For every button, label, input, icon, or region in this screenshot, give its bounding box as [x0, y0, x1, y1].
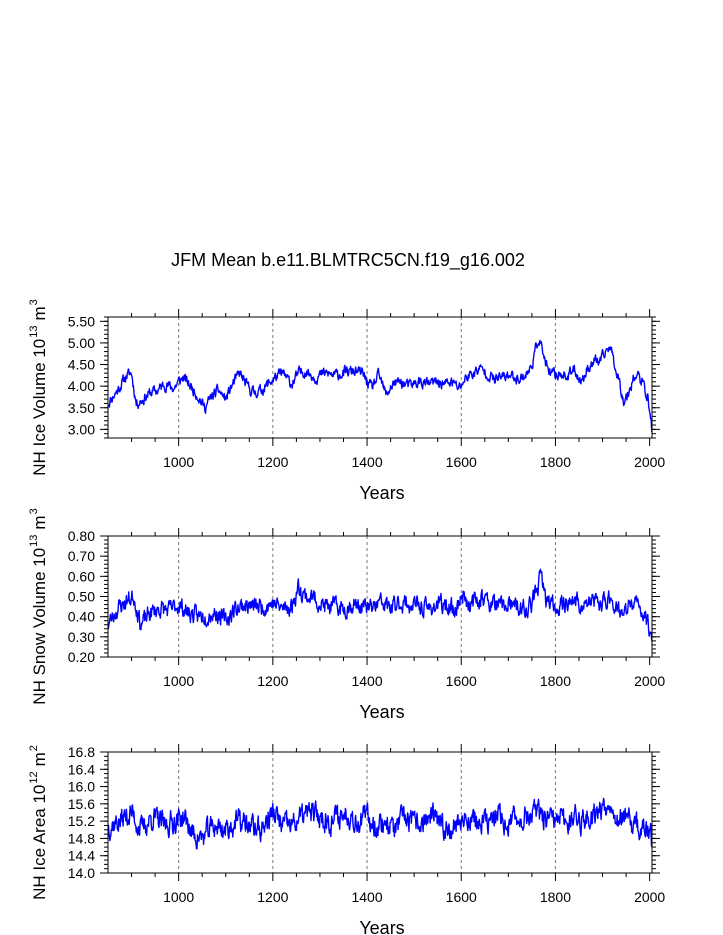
y-axis-label-part: 2	[28, 745, 40, 751]
ice-area-series-line	[107, 797, 653, 850]
x-tick-label-2000: 2000	[634, 454, 665, 470]
y-tick-label-16.8: 16.8	[68, 744, 95, 760]
x-tick-label-1800: 1800	[540, 673, 571, 689]
ice-area-panel: 1000 1200 1400 1600 1800 2000 14.014.4 14.815.2…	[28, 744, 665, 935]
ice-volume-series-line	[107, 339, 653, 433]
y-tick-label-16: 16.0	[68, 779, 95, 795]
x-tick-label-1800: 1800	[540, 889, 571, 905]
y-tick-label-0.3: 0.30	[68, 629, 95, 645]
y-axis-label-part: NH Snow Volume 10	[30, 548, 49, 705]
y-axis-label-part: NH Ice Volume 10	[30, 339, 49, 476]
y-tick-label-0.6: 0.60	[68, 568, 95, 584]
x-tick-label-1000: 1000	[163, 889, 194, 905]
y-tick-label-3: 3.00	[68, 421, 95, 437]
x-tick-label-1400: 1400	[351, 673, 382, 689]
ice-volume-panel: 1000 1200 1400 1600 1800 2000 3.00 3.50 4.00 4.50…	[28, 299, 665, 503]
x-tick-label-2000: 2000	[634, 889, 665, 905]
y-axis-label: NH Snow Volume 1013 m3	[28, 508, 49, 704]
y-tick-label-5.5: 5.50	[68, 313, 95, 329]
y-tick-label-3.5: 3.50	[68, 400, 95, 416]
y-axis-label: NH Ice Volume 1013 m3	[28, 299, 49, 476]
y-tick-label-0.2: 0.20	[68, 649, 95, 665]
snow-volume-panel: 1000 1200 1400 1600 1800 2000 0.20 0.30 0.40 0.50…	[28, 508, 665, 722]
x-tick-label-1800: 1800	[540, 454, 571, 470]
x-tick-label-1000: 1000	[163, 454, 194, 470]
y-axis-label-part: 13	[28, 535, 40, 547]
y-axis-label-part: 3	[28, 299, 40, 305]
y-axis-label: NH Ice Area 10 12 m2	[28, 745, 49, 900]
y-axis-label-part: 3	[28, 508, 40, 514]
x-tick-label-1400: 1400	[351, 454, 382, 470]
x-tick-label-1200: 1200	[257, 454, 288, 470]
y-tick-label-14: 14.0	[68, 865, 95, 881]
x-tick-label-1600: 1600	[446, 673, 477, 689]
x-tick-label-1400: 1400	[351, 889, 382, 905]
x-axis-label: Years	[359, 702, 404, 722]
chart-title: JFM Mean b.e11.BLMTRC5CN.f19_g16.002	[171, 250, 525, 271]
y-tick-label-14.8: 14.8	[68, 830, 95, 846]
x-tick-label-1000: 1000	[163, 673, 194, 689]
y-tick-label-0.4: 0.40	[68, 609, 95, 625]
y-tick-label-16.4: 16.4	[68, 761, 95, 777]
y-axis-label-part: NH Ice Area 10	[30, 785, 49, 900]
y-tick-label-14.4: 14.4	[68, 848, 95, 864]
y-axis-label-part: m	[30, 515, 49, 529]
y-tick-label-0.7: 0.70	[68, 548, 95, 564]
x-tick-label-1200: 1200	[257, 673, 288, 689]
y-tick-label-5: 5.00	[68, 335, 95, 351]
y-tick-label-15.2: 15.2	[68, 813, 95, 829]
y-tick-label-15.6: 15.6	[68, 796, 95, 812]
y-tick-label-0.8: 0.80	[68, 528, 95, 544]
x-axis-label: Years	[359, 918, 404, 935]
plots-container: 1000 1200 1400 1600 1800 2000 3.00 3.50 4.00 4.50…	[28, 299, 665, 935]
y-tick-label-4: 4.00	[68, 378, 95, 394]
x-tick-label-1600: 1600	[446, 454, 477, 470]
x-tick-label-1200: 1200	[257, 889, 288, 905]
x-axis-label: Years	[359, 483, 404, 503]
y-axis-label-part: m	[30, 752, 49, 766]
y-tick-label-4.5: 4.50	[68, 357, 95, 373]
x-tick-label-2000: 2000	[634, 673, 665, 689]
y-axis-label-part: 13	[28, 326, 40, 338]
ice-area-plot-frame	[107, 751, 653, 874]
snow-volume-series-line	[107, 568, 653, 642]
y-axis-label-part: m	[30, 306, 49, 320]
y-tick-label-0.5: 0.50	[68, 589, 95, 605]
y-axis-label-part: 12	[28, 771, 40, 783]
x-tick-label-1600: 1600	[446, 889, 477, 905]
